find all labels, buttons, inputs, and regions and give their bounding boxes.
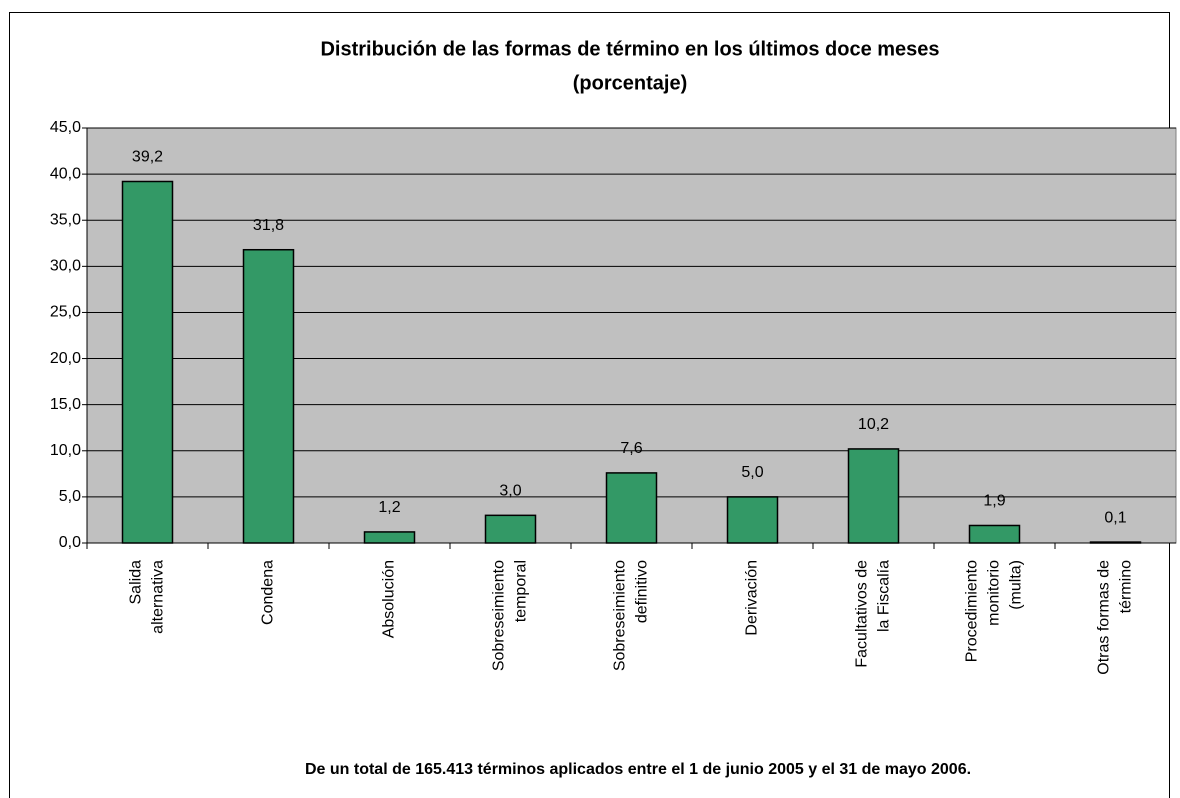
x-tick-label-line: Sobreseimiento: [491, 560, 508, 671]
x-tick-label: Condena: [260, 560, 277, 625]
y-tick-label: 5,0: [59, 488, 81, 505]
value-label: 39,2: [132, 149, 163, 166]
x-tick-label-line: la Fiscalía: [876, 560, 893, 632]
bar: [484, 514, 537, 544]
x-tick-label: Procedimiento monitorio (multa): [964, 560, 1025, 662]
bar: [968, 524, 1021, 544]
chart-subtitle: (porcentaje): [573, 72, 687, 94]
x-tick-label: Otras formas de término: [1096, 560, 1135, 675]
x-tick-label-line: Procedimiento: [964, 560, 981, 662]
y-tick-label: 30,0: [50, 258, 81, 275]
x-tick-label-line: Facultativos de: [854, 560, 871, 668]
x-tick-label: Facultativos de la Fiscalía: [854, 560, 893, 668]
x-tick-label: Salida alternativa: [128, 560, 167, 634]
x-tick-label-line: término: [1118, 560, 1135, 613]
y-tick-label: 45,0: [50, 119, 81, 136]
footnote: De un total de 165.413 términos aplicado…: [305, 761, 971, 778]
x-tick-label-line: (multa): [1008, 560, 1025, 610]
x-tick-label: Absolución: [381, 560, 398, 638]
value-label: 1,2: [378, 499, 400, 516]
bar: [242, 248, 295, 544]
x-tick-label-line: Absolución: [381, 560, 398, 638]
x-tick-label: Sobreseimiento definitivo: [612, 560, 651, 671]
value-label: 1,9: [983, 493, 1005, 510]
y-tick-label: 0,0: [59, 534, 81, 551]
bar: [605, 472, 658, 544]
x-tick-label-line: alternativa: [150, 560, 167, 634]
x-tick-label-line: Derivación: [744, 560, 761, 636]
bar: [363, 531, 416, 544]
value-label: 5,0: [741, 464, 763, 481]
value-label: 3,0: [499, 483, 521, 500]
bar: [847, 448, 900, 544]
y-tick-label: 15,0: [50, 396, 81, 413]
x-tick-label: Derivación: [744, 560, 761, 636]
x-tick-label-line: temporal: [513, 560, 530, 622]
value-label: 7,6: [620, 440, 642, 457]
y-tick-label: 25,0: [50, 304, 81, 321]
chart-title: Distribución de las formas de término en…: [320, 38, 939, 60]
value-label: 0,1: [1104, 509, 1126, 526]
value-label: 10,2: [858, 416, 889, 433]
x-tick-label-line: Condena: [260, 560, 277, 625]
x-tick-label-line: definitivo: [634, 560, 651, 623]
value-label: 31,8: [253, 217, 284, 234]
y-tick-label: 40,0: [50, 165, 81, 182]
x-tick-label-line: Sobreseimiento: [612, 560, 629, 671]
x-tick-label-line: Salida: [128, 560, 145, 605]
bar: [121, 180, 174, 544]
x-tick-label: Sobreseimiento temporal: [491, 560, 530, 671]
bar: [726, 496, 779, 544]
x-tick-label-line: Otras formas de: [1096, 560, 1113, 675]
x-tick-label-line: monitorio: [986, 560, 1003, 626]
y-tick-label: 20,0: [50, 350, 81, 367]
y-tick-label: 10,0: [50, 442, 81, 459]
y-tick-label: 35,0: [50, 211, 81, 228]
